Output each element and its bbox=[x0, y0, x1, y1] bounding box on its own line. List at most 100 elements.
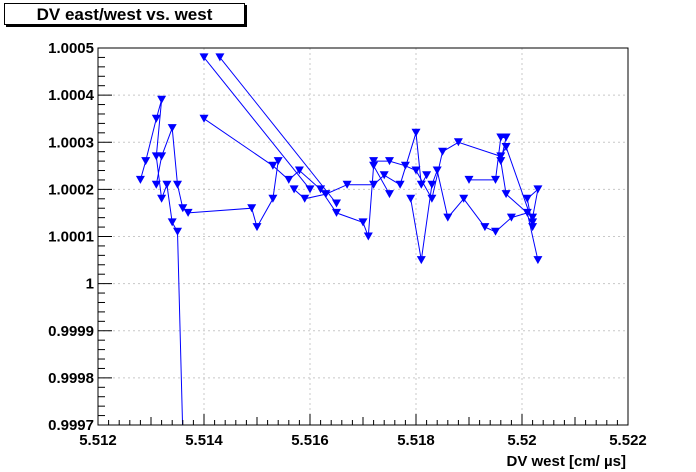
series-line bbox=[373, 141, 534, 223]
data-point-marker bbox=[432, 166, 442, 175]
data-point-marker bbox=[501, 143, 511, 151]
y-tick-label: 1.0001 bbox=[48, 229, 94, 246]
data-point-marker bbox=[369, 161, 379, 170]
data-point-marker bbox=[427, 180, 437, 189]
series-line bbox=[155, 127, 279, 229]
data-point-marker bbox=[332, 208, 341, 217]
data-point-marker bbox=[416, 256, 426, 265]
data-point-marker bbox=[157, 95, 167, 104]
data-point-marker bbox=[151, 114, 161, 123]
data-point-marker bbox=[268, 194, 278, 203]
data-point-marker bbox=[268, 161, 278, 170]
data-point-marker bbox=[496, 152, 506, 161]
data-point-marker bbox=[406, 194, 416, 203]
y-tick-label: 1.0002 bbox=[48, 181, 94, 198]
data-point-marker bbox=[533, 185, 543, 194]
series-line bbox=[293, 132, 428, 200]
y-tick-label: 0.9997 bbox=[48, 417, 94, 434]
data-point-marker bbox=[501, 133, 511, 142]
data-point-marker bbox=[289, 185, 299, 194]
y-tick-label: 1.0005 bbox=[48, 40, 94, 57]
data-point-marker bbox=[369, 157, 379, 166]
data-point-marker bbox=[321, 190, 331, 199]
data-point-marker bbox=[395, 180, 405, 189]
y-tick-label: 0.9998 bbox=[48, 370, 94, 387]
chart-title-box: DV east/west vs. west bbox=[4, 3, 245, 25]
data-point-marker bbox=[363, 232, 373, 241]
data-point-marker bbox=[316, 185, 326, 194]
data-point-marker bbox=[379, 171, 389, 180]
data-point-marker bbox=[422, 171, 432, 180]
data-point-marker bbox=[135, 175, 145, 184]
data-point-marker bbox=[178, 204, 188, 213]
x-tick-label: 5.516 bbox=[291, 432, 329, 449]
data-point-marker bbox=[162, 180, 172, 189]
data-point-marker bbox=[247, 204, 257, 213]
data-point-marker bbox=[167, 124, 177, 133]
data-point-marker bbox=[480, 223, 490, 232]
data-point-marker bbox=[358, 218, 368, 227]
series-line bbox=[203, 57, 311, 190]
data-point-marker bbox=[496, 157, 506, 166]
data-point-marker bbox=[533, 256, 543, 265]
data-point-marker bbox=[305, 185, 315, 194]
data-point-marker bbox=[167, 218, 177, 227]
data-point-marker bbox=[528, 213, 538, 222]
data-point-marker bbox=[491, 227, 500, 236]
x-tick-label: 5.514 bbox=[185, 432, 223, 449]
data-point-marker bbox=[252, 223, 262, 232]
data-point-marker bbox=[501, 190, 511, 199]
data-point-marker bbox=[141, 157, 151, 166]
data-point-marker bbox=[173, 227, 182, 236]
series-line bbox=[139, 99, 184, 425]
data-point-marker bbox=[215, 53, 225, 62]
data-point-marker bbox=[157, 152, 167, 161]
x-tick-label: 5.512 bbox=[79, 432, 117, 449]
y-tick-label: 1.0004 bbox=[48, 87, 95, 104]
data-point-marker bbox=[385, 190, 394, 199]
data-point-marker bbox=[411, 128, 421, 137]
data-point-marker bbox=[416, 180, 426, 189]
data-point-marker bbox=[528, 218, 538, 227]
data-point-marker bbox=[300, 194, 310, 203]
data-point-marker bbox=[157, 194, 167, 203]
data-point-marker bbox=[332, 199, 341, 208]
series-line bbox=[219, 57, 337, 204]
x-tick-label: 5.518 bbox=[397, 432, 435, 449]
data-point-marker bbox=[273, 157, 283, 166]
y-tick-label: 0.9999 bbox=[48, 323, 94, 340]
data-point-marker bbox=[400, 161, 410, 170]
data-point-marker bbox=[443, 213, 453, 222]
data-point-marker bbox=[464, 175, 474, 184]
chart-title: DV east/west vs. west bbox=[36, 5, 213, 24]
data-point-marker bbox=[183, 208, 193, 217]
data-point-marker bbox=[528, 223, 538, 232]
data-point-marker bbox=[491, 175, 500, 184]
data-point-marker bbox=[427, 194, 437, 203]
data-point-marker bbox=[411, 166, 421, 175]
y-tick-label: 1.0003 bbox=[48, 134, 94, 151]
data-point-marker bbox=[459, 194, 469, 203]
axes: 0.9997 0.9998 0.9999 1 1.0001 1.0002 1.0003 1.0… bbox=[48, 40, 647, 449]
data-point-marker bbox=[151, 180, 161, 189]
data-point-marker bbox=[453, 138, 463, 147]
data-point-marker bbox=[284, 175, 294, 184]
x-axis-title: DV west [cm/ µs] bbox=[506, 453, 626, 470]
data-point-marker bbox=[199, 114, 209, 123]
data-point-marker bbox=[385, 157, 394, 166]
x-tick-label: 5.52 bbox=[507, 432, 536, 449]
data-point-marker bbox=[369, 180, 379, 189]
y-tick-label: 1 bbox=[86, 276, 94, 293]
x-tick-label: 5.522 bbox=[609, 432, 647, 449]
series-line bbox=[203, 118, 390, 237]
data-point-marker bbox=[506, 213, 516, 222]
data-point-marker bbox=[173, 180, 182, 189]
data-point-marker bbox=[522, 208, 532, 217]
data-point-marker bbox=[342, 180, 352, 189]
data-point-marker bbox=[522, 194, 532, 203]
data-point-marker bbox=[294, 166, 304, 175]
data-series bbox=[135, 53, 543, 425]
data-point-marker bbox=[438, 147, 447, 156]
data-point-marker bbox=[199, 53, 209, 62]
